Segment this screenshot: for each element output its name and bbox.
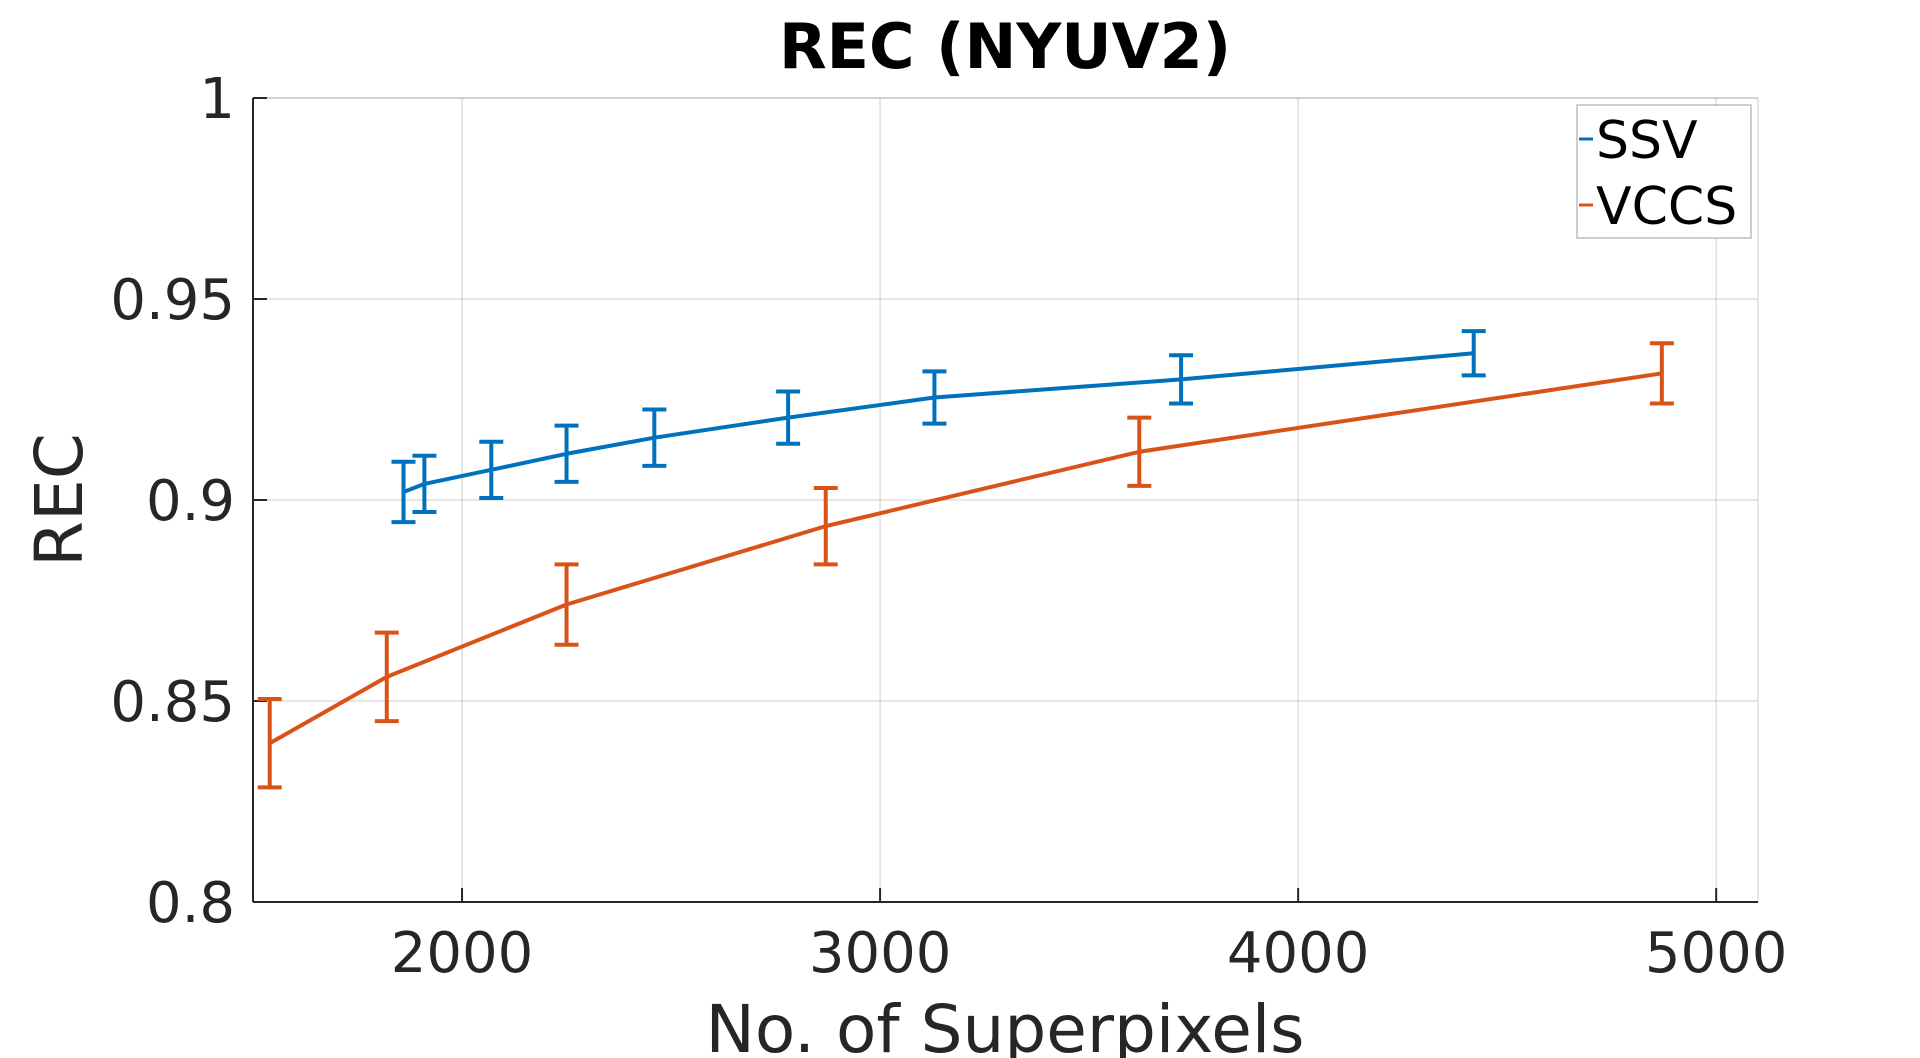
error-bar-vccs [1649,341,1674,406]
series [257,329,1674,790]
legend-box [1576,104,1752,239]
x-tick-label: 3000 [809,921,952,986]
error-bar-vccs [554,562,579,647]
error-bar-vccs [1127,415,1152,488]
y-tick-label: 0.95 [110,268,235,333]
series-line-vccs [268,371,1663,745]
y-tick-label: 1 [199,67,235,132]
error-bar-vccs [813,485,838,567]
error-bar-ssv [479,439,504,500]
error-bar-ssv [776,389,801,446]
ticks: 2000 3000 4000 5000 0.8 0.85 0.9 0.95 1 [110,67,1787,986]
error-bar-vccs [257,696,282,790]
error-bar-ssv [412,453,437,515]
error-bar-ssv [554,423,579,484]
x-tick-label: 2000 [391,921,534,986]
error-bar-ssv [922,369,947,426]
error-bar-ssv [391,459,416,525]
x-axis-label: No. of Superpixels [705,991,1304,1058]
error-bar-vccs [374,630,399,724]
error-bar-ssv [1169,353,1194,406]
error-bar-ssv [642,407,667,468]
y-axis-label: REC [21,433,98,567]
y-tick-label: 0.9 [146,469,235,534]
grid [253,97,1758,903]
x-tick-label: 4000 [1227,921,1370,986]
error-bar-ssv [1461,329,1486,378]
legend: SSV VCCS [1576,104,1752,239]
y-tick-label: 0.8 [146,871,235,936]
x-tick-label: 5000 [1645,921,1788,986]
legend-label-ssv: SSV [1596,111,1698,171]
y-tick-label: 0.85 [110,670,235,735]
legend-label-vccs: VCCS [1596,177,1737,237]
chart-title: REC (NYUV2) [779,10,1231,83]
